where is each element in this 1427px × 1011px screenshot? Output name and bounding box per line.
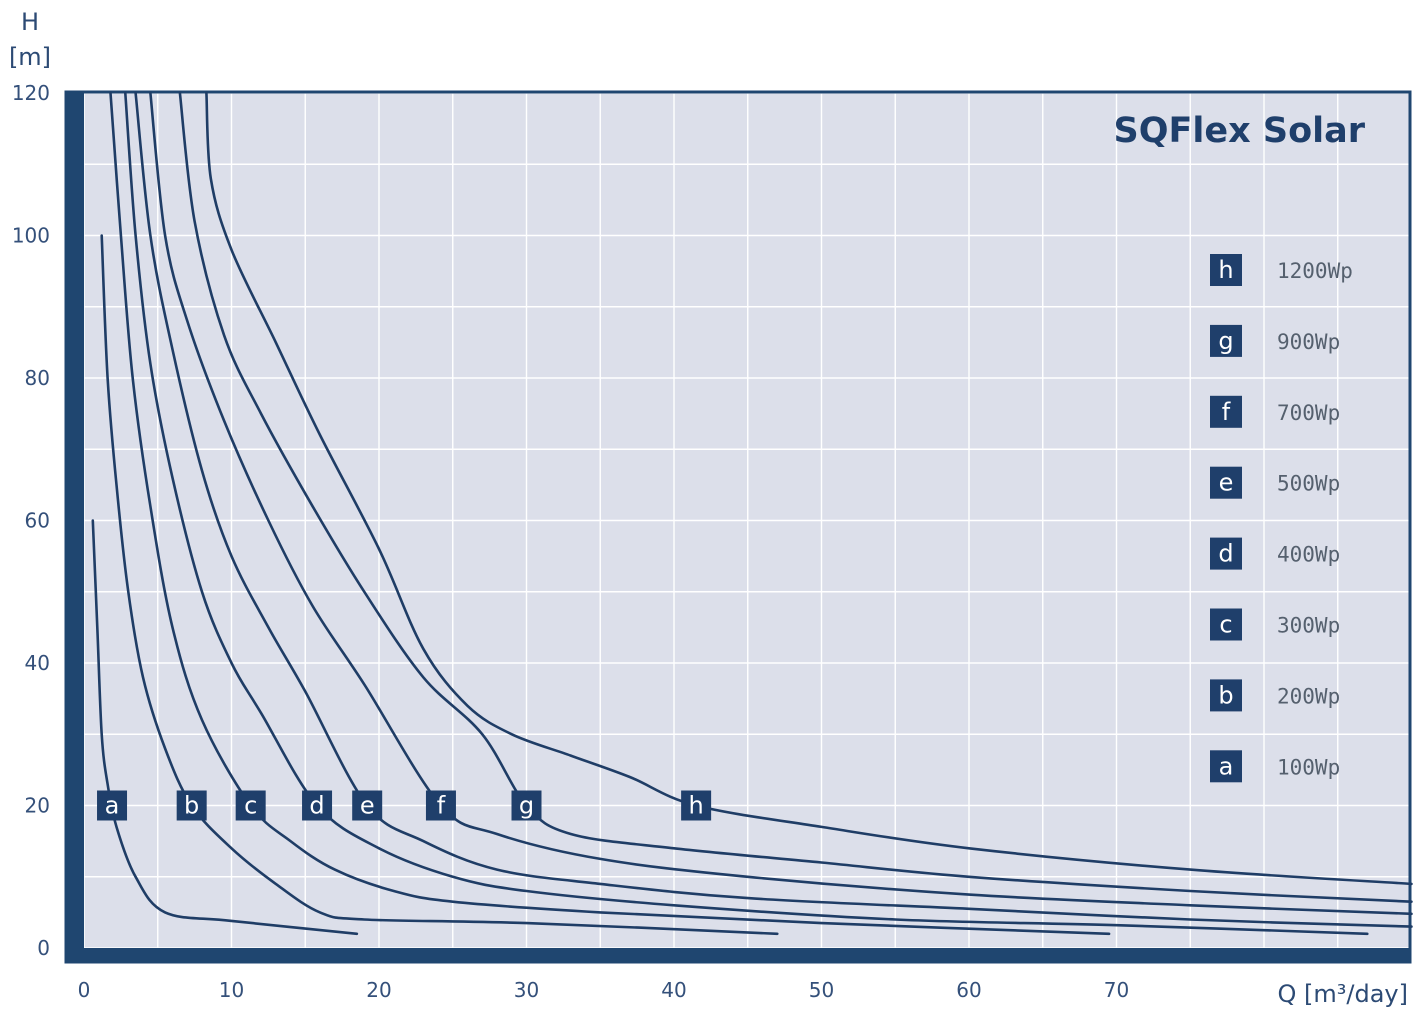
curve-label-text: f <box>437 792 446 820</box>
y-tick-label: 60 <box>25 509 50 533</box>
curve-label-a: a <box>97 790 128 821</box>
curve-label-text: c <box>244 792 257 820</box>
legend-item-g: g 900Wp <box>1210 324 1340 357</box>
curve-label-text: e <box>360 792 375 820</box>
curve-label-box <box>302 790 333 821</box>
curve-label-f: f <box>425 790 456 821</box>
x-tick-label: 40 <box>661 978 686 1002</box>
legend-badge <box>1210 679 1242 712</box>
legend-badge <box>1210 254 1242 286</box>
chart-title: SQFlex Solar <box>1114 111 1366 151</box>
series-line-e <box>134 91 1413 928</box>
legend-badge <box>1210 608 1242 641</box>
legend-badge-text: f <box>1222 398 1231 426</box>
curve-label-d: d <box>302 790 333 821</box>
legend-item-f: f 700Wp <box>1210 395 1340 428</box>
legend-badge <box>1210 466 1242 499</box>
x-tick-label: 20 <box>366 978 391 1002</box>
legend-item-e: e 500Wp <box>1210 466 1340 499</box>
y-tick-label: 20 <box>25 794 50 818</box>
legend-label: 400Wp <box>1277 543 1340 567</box>
legend-item-c: c 300Wp <box>1210 608 1340 641</box>
legend: h 1200Wp g 900Wp f 700Wp e 500Wp d 400Wp c 300Wp b 20… <box>1210 254 1353 783</box>
x-tick-label: 60 <box>956 978 981 1002</box>
plot-background <box>65 91 1411 963</box>
curve-labels: a b c d e f g h <box>97 790 712 821</box>
legend-badge-text: e <box>1219 469 1234 497</box>
series-line-c <box>109 91 1111 936</box>
legend-badge-text: c <box>1219 611 1232 639</box>
legend-label: 700Wp <box>1277 401 1340 425</box>
legend-label: 300Wp <box>1277 614 1340 638</box>
curve-label-c: c <box>235 790 266 821</box>
plot-frame <box>64 90 1412 964</box>
curve-label-text: d <box>309 792 324 820</box>
legend-item-d: d 400Wp <box>1210 537 1340 570</box>
legend-item-a: a 100Wp <box>1210 750 1340 783</box>
bottom-axis-bar <box>65 948 1411 963</box>
curve-label-box <box>97 790 128 821</box>
legend-badge <box>1210 537 1242 570</box>
series-line-g <box>178 91 1413 903</box>
x-tick-label: 10 <box>219 978 244 1002</box>
legend-label: 900Wp <box>1277 330 1340 354</box>
legend-badge <box>1210 324 1242 357</box>
curve-label-text: g <box>519 792 534 820</box>
legend-item-b: b 200Wp <box>1210 679 1340 712</box>
curve-label-text: h <box>689 792 704 820</box>
legend-badge-text: b <box>1218 681 1233 709</box>
curve-label-g: g <box>511 790 542 821</box>
curve-label-box <box>681 790 712 821</box>
y-tick-label: 120 <box>12 81 50 105</box>
y-axis-title-unit: [m] <box>9 43 51 71</box>
y-tick-label: 100 <box>12 224 50 248</box>
legend-label: 200Wp <box>1277 684 1340 708</box>
legend-badge-text: d <box>1218 540 1233 568</box>
x-tick-label: 50 <box>809 978 834 1002</box>
series-line-h <box>205 91 1413 886</box>
curve-label-box <box>235 790 266 821</box>
curve-label-b: b <box>176 790 207 821</box>
legend-label: 100Wp <box>1277 755 1340 779</box>
x-axis-title: Q [m³/day] <box>1278 980 1408 1008</box>
curve-label-h: h <box>681 790 712 821</box>
left-axis-bar <box>65 91 84 963</box>
legend-badge-text: g <box>1218 327 1233 355</box>
legend-label: 1200Wp <box>1277 259 1353 283</box>
legend-badge <box>1210 395 1242 428</box>
curve-label-e: e <box>352 790 383 821</box>
y-tick-label: 80 <box>25 366 50 390</box>
series-line-d <box>124 91 1369 936</box>
series-line-a <box>91 519 359 936</box>
legend-badge-text: a <box>1219 752 1234 780</box>
curve-label-box <box>511 790 542 821</box>
x-tick-label: 30 <box>514 978 539 1002</box>
x-tick-label: 0 <box>78 978 91 1002</box>
curve-label-box <box>352 790 383 821</box>
y-axis-title-symbol: H <box>21 8 39 36</box>
x-tick-labels: 0 10 20 30 40 50 60 70 <box>78 978 1130 1002</box>
y-tick-labels: 0 20 40 60 80 100 120 <box>12 81 50 960</box>
legend-label: 500Wp <box>1277 472 1340 496</box>
y-tick-label: 0 <box>37 936 50 960</box>
curve-label-box <box>425 790 456 821</box>
curve-label-text: a <box>105 792 120 820</box>
curve-label-text: b <box>184 792 199 820</box>
legend-badge <box>1210 750 1242 783</box>
legend-badge-text: h <box>1218 256 1233 284</box>
x-tick-label: 70 <box>1104 978 1129 1002</box>
legend-item-h: h 1200Wp <box>1210 254 1353 286</box>
y-tick-label: 40 <box>25 651 50 675</box>
curve-label-box <box>176 790 207 821</box>
